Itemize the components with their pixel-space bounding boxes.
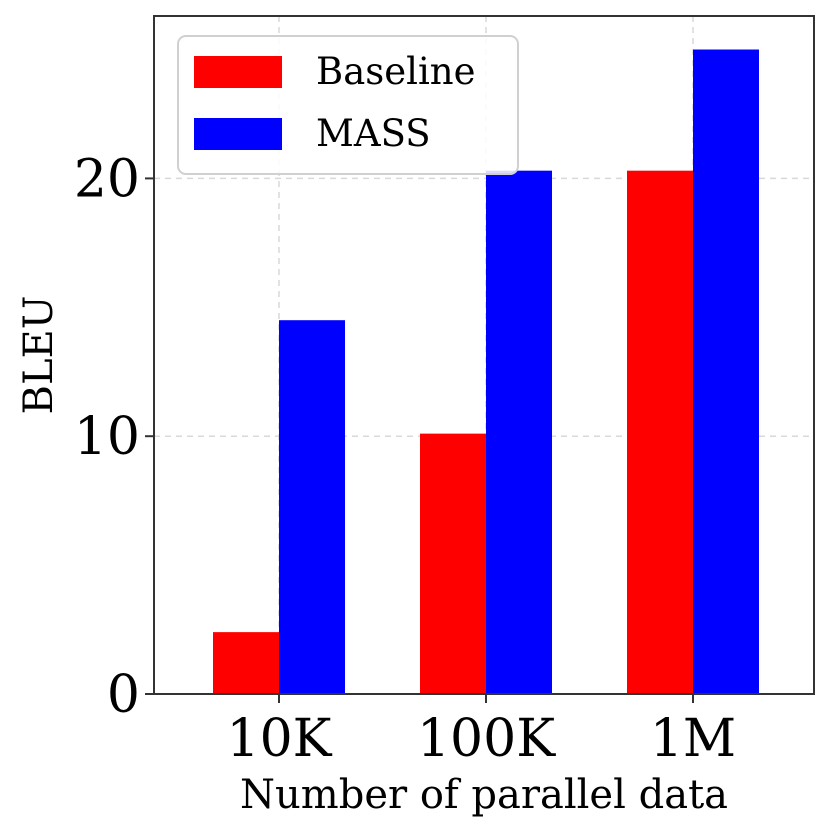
legend-swatch-baseline xyxy=(194,56,282,88)
legend: Baseline MASS xyxy=(177,35,519,175)
x-tick-label: 100K xyxy=(417,709,556,769)
x-axis-label: Number of parallel data xyxy=(240,772,728,818)
y-tick-label: 10 xyxy=(74,407,140,467)
bar-mass-10k xyxy=(279,320,345,694)
legend-label-baseline: Baseline xyxy=(316,50,476,93)
bar-baseline-10k xyxy=(213,632,279,694)
bar-baseline-100k xyxy=(420,433,486,694)
x-tick-label: 1M xyxy=(650,709,736,769)
plot-frame xyxy=(153,15,815,695)
bar-baseline-1m xyxy=(627,170,693,694)
y-axis-label: BLEU xyxy=(16,296,62,415)
ticks: 0 10 20 10K 100K 1M xyxy=(74,149,736,769)
legend-label-mass: MASS xyxy=(316,112,431,155)
bar-mass-100k xyxy=(486,170,552,694)
bar-mass-1m xyxy=(693,49,759,695)
y-tick-label: 0 xyxy=(107,665,140,725)
x-tick-label: 10K xyxy=(226,709,332,769)
legend-swatch-mass xyxy=(194,118,282,150)
bars xyxy=(213,49,759,695)
y-tick-label: 20 xyxy=(74,149,140,209)
